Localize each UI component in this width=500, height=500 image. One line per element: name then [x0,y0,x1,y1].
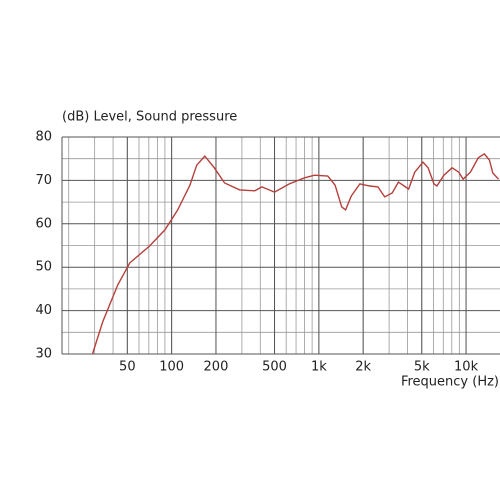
x-tick-label: 1k [311,360,327,375]
x-tick-label: 2k [355,360,371,375]
y-tick-label: 40 [35,303,52,318]
y-tick-label: 70 [35,173,52,188]
x-tick-label: 5k [414,360,430,375]
line [91,152,500,355]
y-tick-label: 60 [35,216,52,231]
x-axis-label: Frequency (Hz) [401,375,499,390]
y-tick-label: 80 [35,130,52,145]
x-tick-label: 100 [159,360,184,375]
x-tick-label: 50 [119,360,136,375]
x-tick-label: 200 [204,360,229,375]
y-tick-label: 50 [35,260,52,275]
x-tick-label: 10k [454,360,479,375]
x-tick-label: 500 [262,360,287,375]
y-tick-label: 30 [35,347,52,362]
y-axis-label: (dB) Level, Sound pressure [62,110,237,125]
